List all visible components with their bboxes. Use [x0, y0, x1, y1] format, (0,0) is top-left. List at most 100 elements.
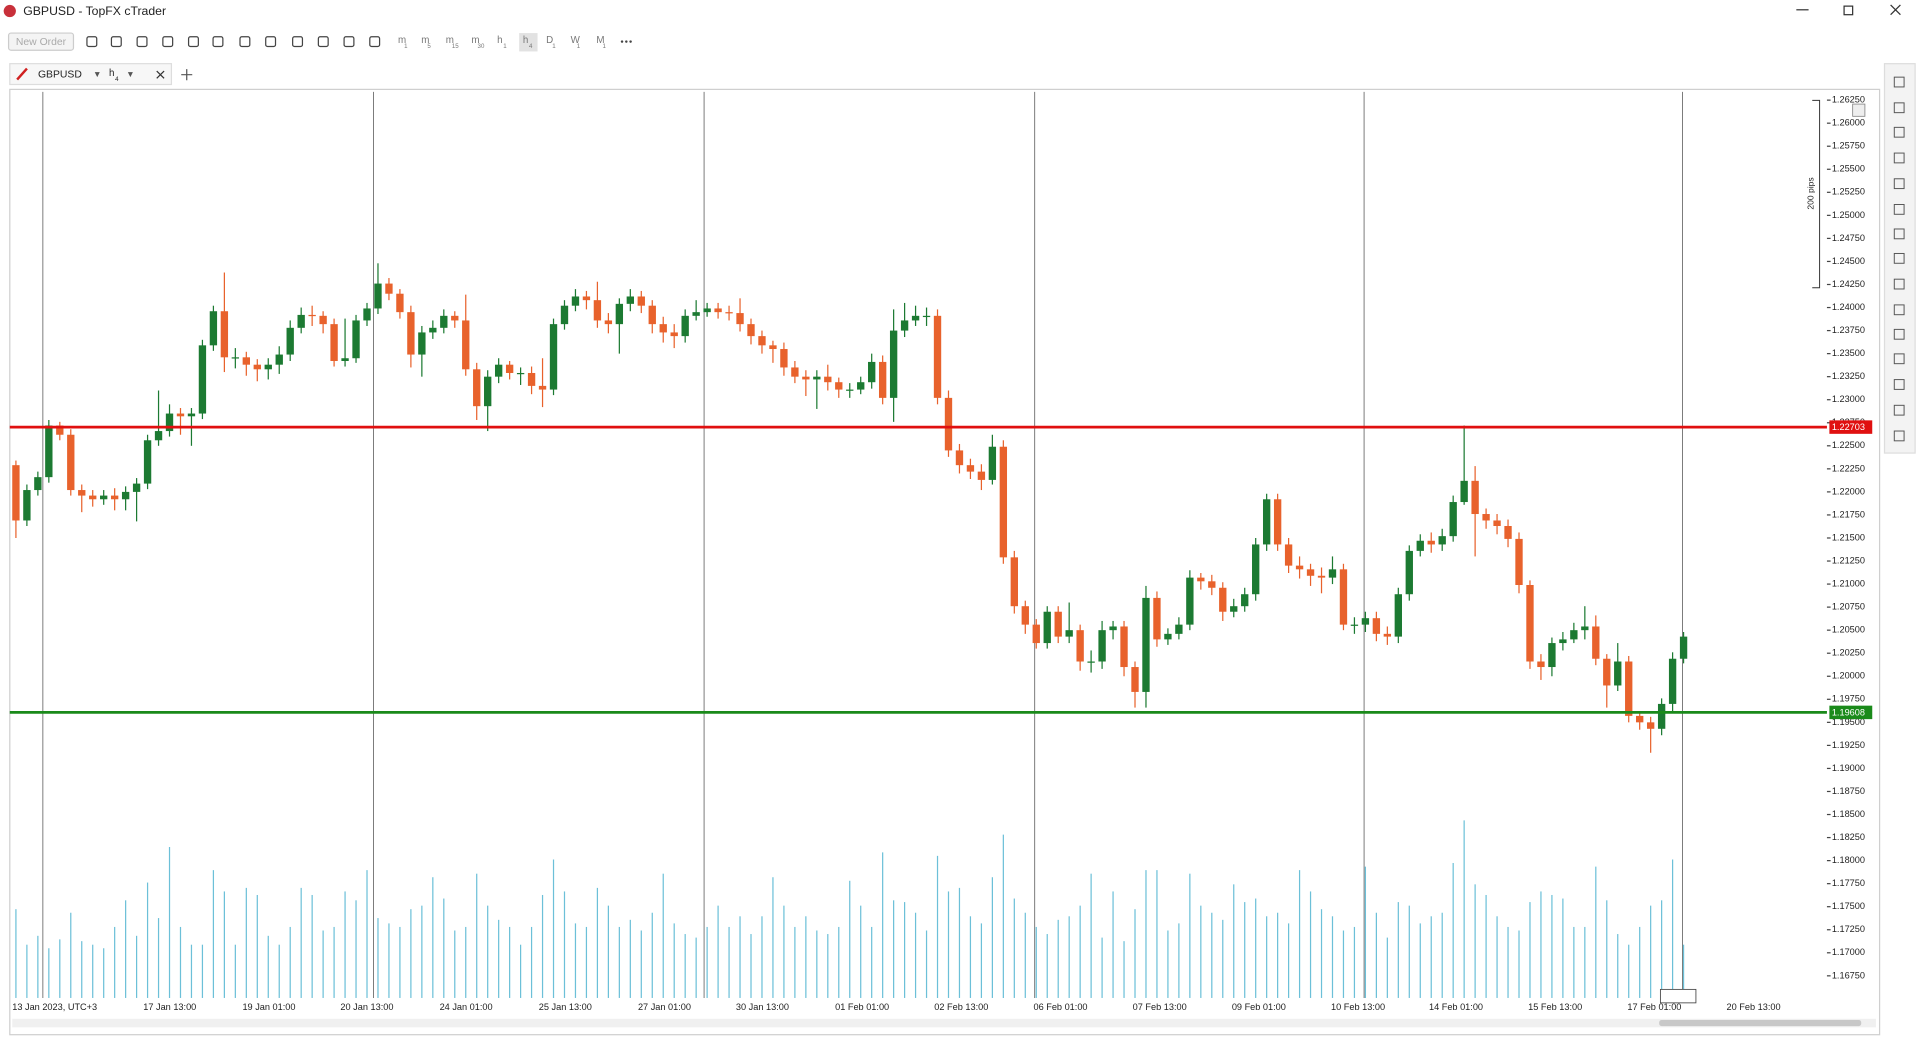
timeframe-button[interactable]: m [446, 35, 454, 46]
y-tick-label: 1.23250 [1832, 371, 1865, 381]
candle-body [45, 425, 53, 478]
new-tab-button[interactable] [181, 69, 193, 81]
drawing-tool[interactable] [1893, 328, 1905, 340]
candle-body [1252, 544, 1260, 595]
timeframe-sub: 30 [478, 43, 485, 50]
candle-body [516, 372, 525, 375]
candle-body [1098, 630, 1106, 662]
toolbar-icon[interactable] [212, 36, 224, 48]
candle-body [1153, 597, 1161, 640]
candle-body [615, 303, 624, 325]
tab-dropdown[interactable]: ▼ [93, 69, 101, 79]
toolbar-icon[interactable] [343, 36, 355, 48]
candle-body [1614, 661, 1622, 686]
timeframe-button[interactable]: m [471, 35, 479, 46]
candle-body [1548, 643, 1556, 668]
more-dot[interactable] [620, 40, 624, 43]
price-label-bg [1829, 420, 1873, 434]
y-tick-label: 1.19500 [1832, 717, 1865, 727]
timeframe-button[interactable]: h [497, 35, 502, 46]
candle-body [473, 369, 481, 407]
toolbar-icon[interactable] [162, 36, 174, 48]
candle-body [626, 296, 634, 304]
candle-body [176, 413, 185, 417]
timeframe-button[interactable]: m [421, 35, 429, 46]
drawing-tool[interactable] [1893, 353, 1905, 365]
drawing-tool[interactable] [1893, 304, 1905, 316]
timeframe-button[interactable]: m [398, 35, 406, 46]
toolbar-icon[interactable] [317, 36, 329, 48]
candle-body [78, 490, 86, 496]
chart-frame [9, 88, 1881, 1036]
drawing-tool[interactable] [1893, 252, 1905, 264]
close-button[interactable] [1890, 4, 1901, 16]
candle-body [275, 354, 283, 365]
candle-body [1032, 624, 1040, 644]
toolbar-icon[interactable] [265, 36, 277, 48]
toolbar-icon[interactable] [369, 36, 381, 48]
x-tick-label: 19 Jan 01:00 [242, 1002, 295, 1012]
drawing-tool[interactable] [1893, 204, 1905, 215]
scrollbar[interactable] [12, 1018, 1876, 1028]
candle-body [681, 315, 689, 337]
candle-body [1131, 667, 1139, 692]
drawing-tool[interactable] [1893, 430, 1905, 442]
chart-edit-icon[interactable] [1852, 103, 1866, 117]
timeframe-button[interactable]: h [523, 35, 528, 46]
candle-body [1570, 630, 1578, 640]
y-tick-label: 1.17250 [1832, 924, 1865, 934]
candle-body [824, 376, 832, 383]
candle-body [582, 296, 591, 301]
candle-body [1076, 630, 1084, 662]
y-tick-label: 1.21750 [1832, 509, 1865, 519]
tab-timeframe-dropdown[interactable]: ▼ [126, 69, 134, 79]
y-tick-label: 1.23500 [1832, 348, 1865, 358]
toolbar-icon[interactable] [187, 36, 199, 48]
drawing-tool[interactable] [1893, 102, 1905, 114]
new-order-button[interactable] [7, 32, 75, 51]
y-tick-label: 1.26000 [1832, 118, 1865, 128]
timeframe-button[interactable]: D [546, 35, 553, 46]
candle-body [23, 490, 31, 521]
x-tick-label: 27 Jan 01:00 [638, 1002, 691, 1012]
scrollbar-thumb[interactable] [1659, 1020, 1862, 1027]
candle-body [396, 293, 404, 313]
more-dot[interactable] [629, 40, 632, 43]
drawing-tool[interactable] [1893, 152, 1905, 164]
candle-body [791, 367, 799, 377]
y-tick-label: 1.20750 [1832, 602, 1865, 612]
candle-body [1295, 565, 1304, 570]
y-tick-label: 1.26250 [1832, 95, 1865, 105]
candle-body [648, 305, 656, 325]
candle-body [835, 382, 843, 390]
toolbar-icon[interactable] [110, 36, 122, 48]
drawing-tool[interactable] [1893, 228, 1905, 240]
candle-body [1087, 661, 1095, 663]
toolbar-icon[interactable] [239, 36, 251, 48]
drawing-tool[interactable] [1893, 178, 1905, 190]
toolbar-icon[interactable] [136, 36, 148, 48]
timeframe-button[interactable]: M [596, 35, 604, 46]
chart-tab[interactable] [9, 63, 173, 86]
timeframe-button[interactable]: W [571, 35, 581, 46]
more-dot[interactable] [625, 40, 628, 43]
y-tick-label: 1.18500 [1832, 809, 1865, 819]
toolbar-icon[interactable] [292, 36, 304, 48]
candle-body [1383, 633, 1392, 637]
candle-body [1559, 639, 1567, 644]
toolbar-icon[interactable] [86, 36, 98, 48]
drawing-tool[interactable] [1893, 278, 1905, 290]
candle-body [374, 283, 382, 309]
crosshair-box [1659, 988, 1697, 1004]
y-tick-label: 1.25000 [1832, 210, 1865, 220]
tab-close[interactable] [156, 70, 165, 79]
y-tick-label: 1.19750 [1832, 694, 1865, 704]
candle-body [1120, 626, 1128, 668]
restore-button[interactable] [1843, 5, 1854, 16]
drawing-tool[interactable] [1893, 404, 1905, 416]
drawing-tool[interactable] [1893, 76, 1905, 88]
drawing-tool[interactable] [1893, 379, 1905, 390]
x-tick-label: 13 Jan 2023, UTC+3 [12, 1002, 97, 1012]
tab-timeframe-sub: 4 [115, 76, 119, 83]
drawing-tool[interactable] [1893, 126, 1905, 138]
